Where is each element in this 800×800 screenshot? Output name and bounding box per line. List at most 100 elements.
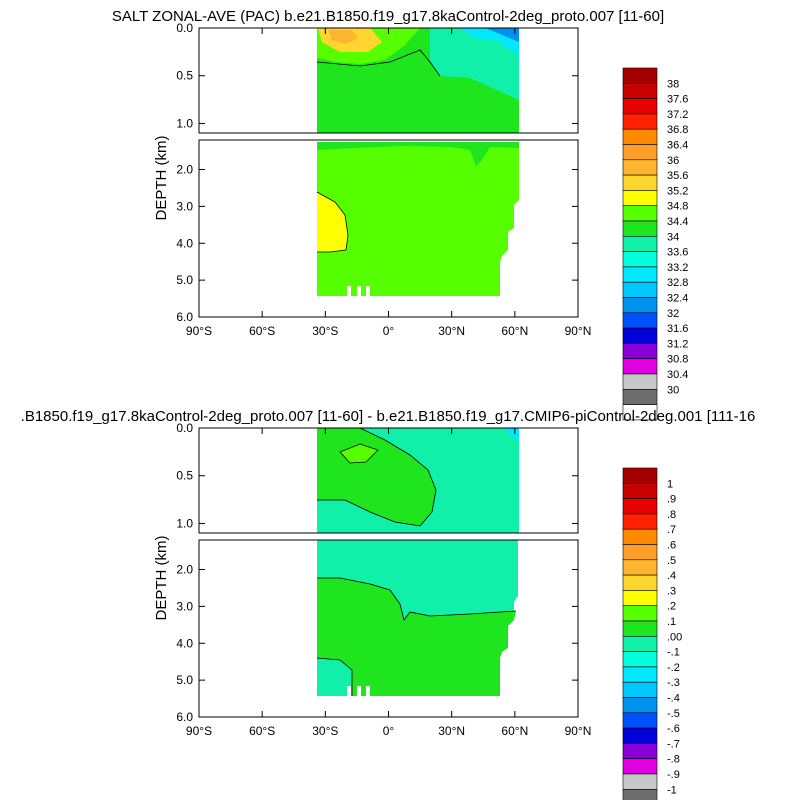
- colorbar-swatch: [622, 251, 658, 268]
- p1-lower-base-fill: [317, 142, 519, 296]
- colorbar-swatch: [622, 544, 658, 561]
- colorbar-label: 33.6: [667, 247, 688, 259]
- p2-lower-negative-region: [317, 658, 352, 696]
- colorbar-label: .9: [667, 494, 676, 506]
- colorbar-label: -.4: [667, 693, 680, 705]
- panel-salinity: SALT ZONAL-AVE (PAC) b.e21.B1850.f19_g17…: [112, 8, 688, 421]
- p2-contour-lower: [317, 577, 517, 621]
- y-tick-label: 0.0: [176, 21, 193, 35]
- colorbar-swatch: [622, 559, 658, 576]
- colorbar-swatch: [622, 205, 658, 222]
- colorbar-label: -.7: [667, 738, 680, 750]
- p2-contour-bottom: [316, 657, 353, 696]
- colorbar-swatch: [622, 98, 658, 115]
- colorbar-swatch: [622, 528, 658, 545]
- p1-colorbar: 38 37.6 37.2 36.8 36.4 36 35.6 35.2 34.8 34.4 34 33…: [622, 67, 688, 421]
- p2-topography-gap: [347, 686, 351, 696]
- colorbar-swatch: [622, 635, 658, 652]
- colorbar-label: -.2: [667, 662, 680, 674]
- x-tick-label: 0°: [383, 724, 395, 738]
- colorbar-swatch: [622, 281, 658, 298]
- colorbar-label: 37.2: [667, 109, 688, 121]
- colorbar-swatch: [622, 482, 658, 499]
- y-tick-label: 5.0: [176, 673, 193, 687]
- colorbar-swatch: [622, 388, 658, 405]
- colorbar-label: 32: [667, 308, 679, 320]
- p1-upper-higher-region: [328, 30, 358, 44]
- colorbar-label: .8: [667, 509, 676, 521]
- colorbar-label: -.3: [667, 677, 680, 689]
- y-tick-label: 2.0: [176, 163, 193, 177]
- colorbar-label: .2: [667, 601, 676, 613]
- colorbar-label: 34.8: [667, 201, 688, 213]
- panel-salinity-difference: .B1850.f19_g17.8kaControl-2deg_proto.007…: [21, 408, 755, 800]
- x-tick-label: 30°S: [312, 324, 338, 338]
- colorbar-swatch: [622, 373, 658, 390]
- y-tick-label: 0.5: [176, 469, 193, 483]
- p2-contour-upper: [317, 427, 437, 527]
- colorbar-label: 33.2: [667, 262, 688, 274]
- colorbar-label: 31.2: [667, 338, 688, 350]
- colorbar-swatch: [622, 605, 658, 622]
- colorbar-label: .3: [667, 585, 676, 597]
- colorbar-label: .5: [667, 555, 676, 567]
- y-tick-label: 5.0: [176, 273, 193, 287]
- colorbar-swatch: [622, 343, 658, 359]
- colorbar-label: 32.8: [667, 277, 688, 289]
- colorbar-label: 1: [667, 478, 673, 490]
- colorbar-label: 32.4: [667, 293, 688, 305]
- colorbar-label: .00: [667, 631, 682, 643]
- p2-x-axis: 90°S 60°S 30°S 0° 30°N 60°N 90°N: [186, 428, 591, 738]
- p2-colorbar: 1 .9 .8 .7 .6 .5 .4 .3 .2 .1 .00 -.1 -.2 -.3 -.4 -.5 -.6…: [622, 467, 682, 800]
- colorbar-label: 34: [667, 231, 679, 243]
- colorbar-swatch: [622, 327, 658, 344]
- colorbar-label: -.8: [667, 754, 680, 766]
- x-tick-label: 0°: [383, 324, 395, 338]
- p1-topography-gap: [366, 286, 370, 296]
- p1-x-axis: 90°S 60°S 30°S 0° 30°N 60°N 90°N: [186, 28, 591, 338]
- colorbar-label: -.5: [667, 708, 680, 720]
- colorbar-label: 35.6: [667, 170, 688, 182]
- colorbar-swatch: [622, 697, 658, 714]
- colorbar-swatch: [622, 174, 658, 191]
- p1-upper-lowest-region: [485, 28, 519, 42]
- colorbar-label: 35.2: [667, 185, 688, 197]
- colorbar-label: 36.4: [667, 140, 688, 152]
- y-tick-label: 2.0: [176, 563, 193, 577]
- x-tick-label: 60°S: [249, 324, 275, 338]
- y-tick-label: 4.0: [176, 636, 193, 650]
- colorbar-swatch: [622, 190, 658, 206]
- p2-topography-gap: [357, 686, 361, 696]
- y-tick-label: 3.0: [176, 599, 193, 613]
- colorbar-label: .1: [667, 616, 676, 628]
- colorbar-label: 36.8: [667, 124, 688, 136]
- p1-upper-low-region: [430, 28, 519, 100]
- p1-contour-upper: [316, 49, 441, 77]
- colorbar-label: .6: [667, 540, 676, 552]
- colorbar-swatch: [622, 159, 658, 176]
- colorbar-label: -1: [667, 784, 677, 796]
- p2-lower-positive-region: [317, 578, 516, 696]
- x-tick-label: 90°S: [186, 724, 212, 738]
- p2-y-axis: 0.0 0.5 1.0 2.0 3.0 4.0 5.0 6.0: [176, 421, 578, 724]
- colorbar-label: .7: [667, 524, 676, 536]
- colorbar-swatch: [622, 220, 658, 237]
- colorbar-swatch: [622, 467, 658, 484]
- colorbar-label: 30: [667, 384, 679, 396]
- p2-upper-negative-spot: [505, 428, 519, 440]
- colorbar-swatch: [622, 574, 658, 591]
- y-tick-label: 1.0: [176, 516, 193, 530]
- x-tick-label: 60°S: [249, 724, 275, 738]
- x-tick-label: 90°N: [565, 724, 592, 738]
- colorbar-swatch: [622, 681, 658, 698]
- y-tick-label: 3.0: [176, 199, 193, 213]
- p1-topography-gap: [347, 286, 351, 296]
- colorbar-swatch: [622, 743, 658, 760]
- colorbar-swatch: [622, 651, 658, 668]
- colorbar-swatch: [622, 128, 658, 145]
- colorbar-label: -.1: [667, 647, 680, 659]
- colorbar-swatch: [622, 358, 658, 375]
- y-tick-label: 6.0: [176, 310, 193, 324]
- colorbar-swatch: [622, 788, 658, 800]
- colorbar-swatch: [622, 773, 658, 790]
